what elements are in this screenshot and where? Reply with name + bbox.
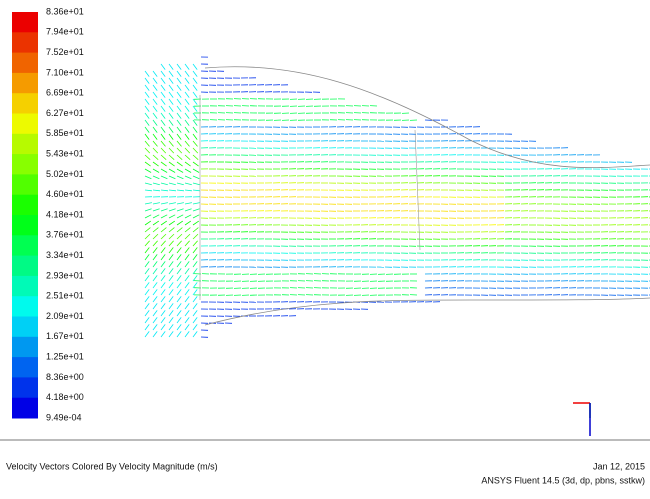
colorbar-label: 8.36e+00 bbox=[46, 372, 84, 382]
colorbar-label: 5.43e+01 bbox=[46, 148, 84, 158]
color-band bbox=[12, 73, 38, 94]
color-band bbox=[12, 195, 38, 216]
color-band bbox=[12, 377, 38, 398]
color-band bbox=[12, 154, 38, 175]
color-band bbox=[12, 256, 38, 277]
colorbar-label: 4.18e+01 bbox=[46, 209, 84, 219]
colorbar-label: 4.18e+00 bbox=[46, 392, 84, 402]
date: Jan 12, 2015 bbox=[593, 461, 645, 471]
color-band bbox=[12, 134, 38, 155]
colorbar-label: 2.09e+01 bbox=[46, 311, 84, 321]
color-band bbox=[12, 93, 38, 114]
colorbar-label: 6.27e+01 bbox=[46, 108, 84, 118]
colorbar-label: 7.94e+01 bbox=[46, 27, 84, 37]
colorbar-label: 8.36e+01 bbox=[46, 6, 84, 16]
color-band bbox=[12, 276, 38, 297]
color-band bbox=[12, 398, 38, 419]
color-band bbox=[12, 32, 38, 53]
color-band bbox=[12, 12, 38, 33]
software: ANSYS Fluent 14.5 (3d, dp, pbns, sstkw) bbox=[481, 475, 645, 485]
color-band bbox=[12, 337, 38, 358]
colorbar-label: 5.02e+01 bbox=[46, 169, 84, 179]
colorbar-label: 1.25e+01 bbox=[46, 351, 84, 361]
colorbar-label: 9.49e-04 bbox=[46, 412, 82, 422]
color-band bbox=[12, 174, 38, 195]
fluent-window: 8.36e+01 7.94e+01 7.52e+01 7.10e+01 6.69e+01… bbox=[0, 0, 650, 499]
color-band bbox=[12, 235, 38, 256]
colorbar-label: 1.67e+01 bbox=[46, 331, 84, 341]
colorbar-label: 3.76e+01 bbox=[46, 230, 84, 240]
colorbar-label: 2.93e+01 bbox=[46, 270, 84, 280]
color-band bbox=[12, 317, 38, 338]
color-band bbox=[12, 215, 38, 236]
color-band bbox=[12, 296, 38, 317]
caption: Velocity Vectors Colored By Velocity Mag… bbox=[6, 461, 218, 471]
colorbar-label: 5.85e+01 bbox=[46, 128, 84, 138]
colorbar-label: 6.69e+01 bbox=[46, 88, 84, 98]
color-band bbox=[12, 114, 38, 135]
colorbar-label: 7.52e+01 bbox=[46, 47, 84, 57]
colorbar-label: 4.60e+01 bbox=[46, 189, 84, 199]
colorbar-label: 7.10e+01 bbox=[46, 67, 84, 77]
colorbar-label: 2.51e+01 bbox=[46, 291, 84, 301]
colorbar: 8.36e+01 7.94e+01 7.52e+01 7.10e+01 6.69e+01… bbox=[12, 6, 84, 422]
color-band bbox=[12, 53, 38, 74]
colorbar-label: 3.34e+01 bbox=[46, 250, 84, 260]
color-band bbox=[12, 357, 38, 378]
background bbox=[0, 0, 650, 499]
